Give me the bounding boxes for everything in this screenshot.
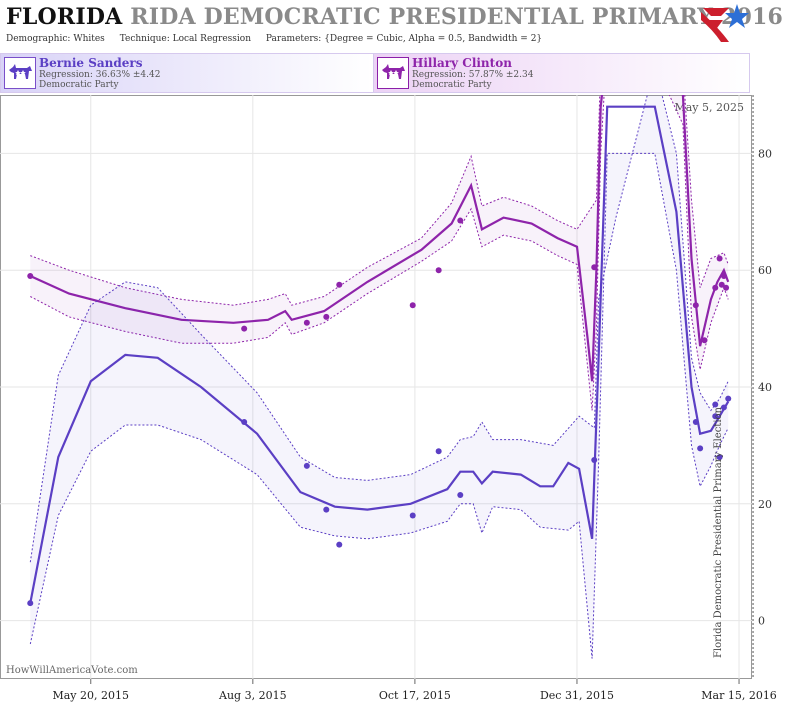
upper-bound-line: [30, 95, 729, 306]
parameters-line: Demographic: Whites Technique: Local Reg…: [6, 34, 542, 44]
x-tick-label: Mar 15, 2016: [701, 689, 777, 702]
regression-line: [29, 95, 730, 382]
poll-point: [591, 457, 598, 463]
candidate-regression: Regression: 57.87% ±2.34: [412, 70, 534, 80]
poll-point: [323, 313, 330, 320]
candidate-party: Democratic Party: [412, 80, 492, 90]
y-tick-label: 40: [758, 381, 772, 394]
poll-point: [241, 325, 248, 332]
y-tick-label: 80: [758, 147, 772, 160]
poll-point: [457, 492, 464, 499]
x-tick-label: Dec 31, 2015: [540, 689, 614, 702]
confidence-band: [30, 95, 729, 659]
poll-point: [720, 404, 727, 411]
technique-value: Local Regression: [172, 34, 251, 44]
demographic-value: Whites: [73, 34, 105, 44]
today-label: May 5, 2025: [674, 101, 744, 114]
poll-point: [27, 273, 34, 280]
poll-point: [712, 401, 719, 408]
x-tick-label: Aug 3, 2015: [218, 689, 287, 702]
header: FLORIDA RIDA DEMOCRATIC PRESIDENTIAL PRI…: [0, 0, 789, 50]
poll-point: [720, 273, 727, 280]
poll-point: [716, 454, 723, 461]
legend-bernie: Bernie Sanders Regression: 36.63% ±4.42 …: [0, 53, 374, 93]
star-logo-icon: [701, 4, 749, 42]
poll-point: [701, 337, 708, 344]
poll-point: [323, 506, 330, 513]
poll-point: [692, 419, 699, 426]
candidate-legend: Bernie Sanders Regression: 36.63% ±4.42 …: [0, 53, 789, 93]
donkey-icon: [377, 57, 409, 89]
poll-point: [591, 264, 598, 271]
candidate-name: Bernie Sanders: [39, 56, 143, 70]
poll-point: [716, 255, 723, 262]
parameters-label: Parameters:: [265, 34, 322, 44]
poll-point: [409, 302, 416, 309]
poll-point: [725, 395, 732, 402]
donkey-icon: [4, 57, 36, 89]
demographic-label: Demographic:: [6, 34, 71, 44]
poll-point: [409, 512, 416, 519]
lower-bound-line: [30, 95, 729, 411]
y-tick-label: 20: [758, 498, 772, 511]
title-rest: RIDA DEMOCRATIC PRESIDENTIAL PRIMARY 201…: [130, 4, 783, 30]
poll-point: [27, 600, 34, 607]
x-tick-label: May 20, 2015: [52, 689, 129, 702]
watermark: HowWillAmericaVote.com: [6, 665, 138, 676]
poll-point: [712, 413, 719, 420]
title-main: FLORIDA: [6, 4, 123, 30]
poll-point: [712, 284, 719, 291]
y-tick-label: 60: [758, 264, 772, 277]
poll-point: [457, 217, 464, 224]
poll-point: [303, 462, 310, 469]
series-group: [27, 95, 732, 659]
x-tick-label: Oct 17, 2015: [379, 689, 451, 702]
election-label: Florida Democratic Presidential Primary …: [713, 407, 724, 658]
legend-hillary: Hillary Clinton Regression: 57.87% ±2.34…: [373, 53, 750, 93]
candidate-party: Democratic Party: [39, 80, 119, 90]
confidence-band: [30, 95, 729, 411]
poll-chart: 0 20 40 60 80 May 20, 2015 Aug 3, 2015 Oct 17, …: [0, 95, 777, 702]
y-tick-label: 0: [758, 615, 765, 628]
poll-point: [718, 281, 725, 288]
poll-point: [723, 284, 730, 291]
candidate-regression: Regression: 36.63% ±4.42: [39, 70, 161, 80]
poll-point: [241, 419, 248, 426]
candidate-name: Hillary Clinton: [412, 56, 512, 70]
parameters-value: {Degree = Cubic, Alpha = 0.5, Bandwidth …: [324, 34, 543, 44]
poll-point: [336, 541, 343, 548]
poll-point: [697, 445, 704, 452]
page-title: FLORIDA RIDA DEMOCRATIC PRESIDENTIAL PRI…: [6, 4, 783, 30]
poll-point: [435, 267, 442, 274]
regression-line: [29, 105, 730, 604]
poll-point: [336, 281, 343, 288]
poll-point: [303, 319, 310, 326]
poll-point: [435, 448, 442, 455]
technique-label: Technique:: [119, 34, 170, 44]
poll-point: [692, 302, 699, 309]
lower-bound-line: [29, 152, 729, 659]
